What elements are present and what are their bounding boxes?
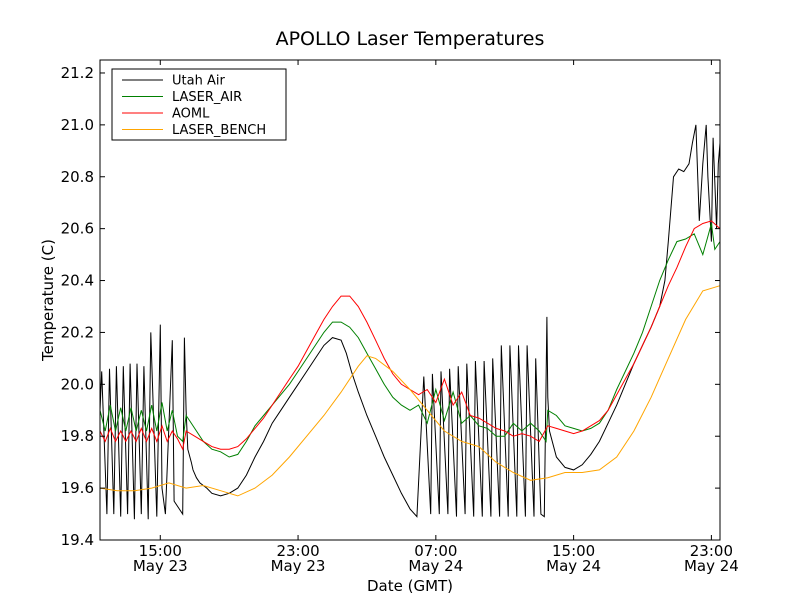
y-tick-label: 20.2 (61, 323, 94, 341)
series-line-aoml (99, 220, 721, 451)
y-tick-label: 20.6 (61, 220, 94, 238)
y-tick-label: 19.4 (61, 531, 94, 549)
y-tick-label: 20.0 (61, 375, 94, 393)
y-tick-label: 19.8 (61, 427, 94, 445)
series-line-laser-bench (99, 285, 721, 497)
y-tick-label: 20.8 (61, 168, 94, 186)
legend-label: Utah Air (172, 74, 225, 89)
x-tick-label-date: May 23 (133, 557, 188, 575)
x-axis-label: Date (GMT) (367, 577, 453, 595)
y-tick-label: 21.2 (61, 64, 94, 82)
x-tick-label-date: May 24 (684, 557, 739, 575)
x-tick-label-time: 15:00 (552, 542, 595, 560)
y-tick-label: 21.0 (61, 116, 94, 134)
legend-label: LASER_BENCH (172, 123, 266, 138)
y-axis: 19.4 19.6 19.8 20.0 20.2 20.4 20.6 20.8 21.0 21.2 (61, 64, 720, 549)
y-tick-label: 19.6 (61, 479, 94, 497)
x-tick-label-time: 23:00 (690, 542, 733, 560)
plot-area-frame (99, 59, 721, 541)
series-line-utah-air (99, 124, 721, 520)
x-tick-label-time: 15:00 (139, 542, 182, 560)
x-tick-label-time: 07:00 (414, 542, 457, 560)
series-line-laser-air (99, 223, 721, 458)
chart-title: APOLLO Laser Temperatures (276, 28, 545, 50)
x-tick-label-date: May 24 (546, 557, 601, 575)
legend-label: LASER_AIR (172, 90, 242, 105)
y-axis-label: Temperature (C) (39, 239, 57, 362)
series-layer (99, 124, 721, 520)
x-tick-label-time: 23:00 (276, 542, 319, 560)
legend-label: AOML (172, 107, 210, 122)
x-tick-label-date: May 23 (271, 557, 326, 575)
y-tick-label: 20.4 (61, 272, 94, 290)
x-tick-label-date: May 24 (408, 557, 463, 575)
legend-box (111, 68, 287, 141)
